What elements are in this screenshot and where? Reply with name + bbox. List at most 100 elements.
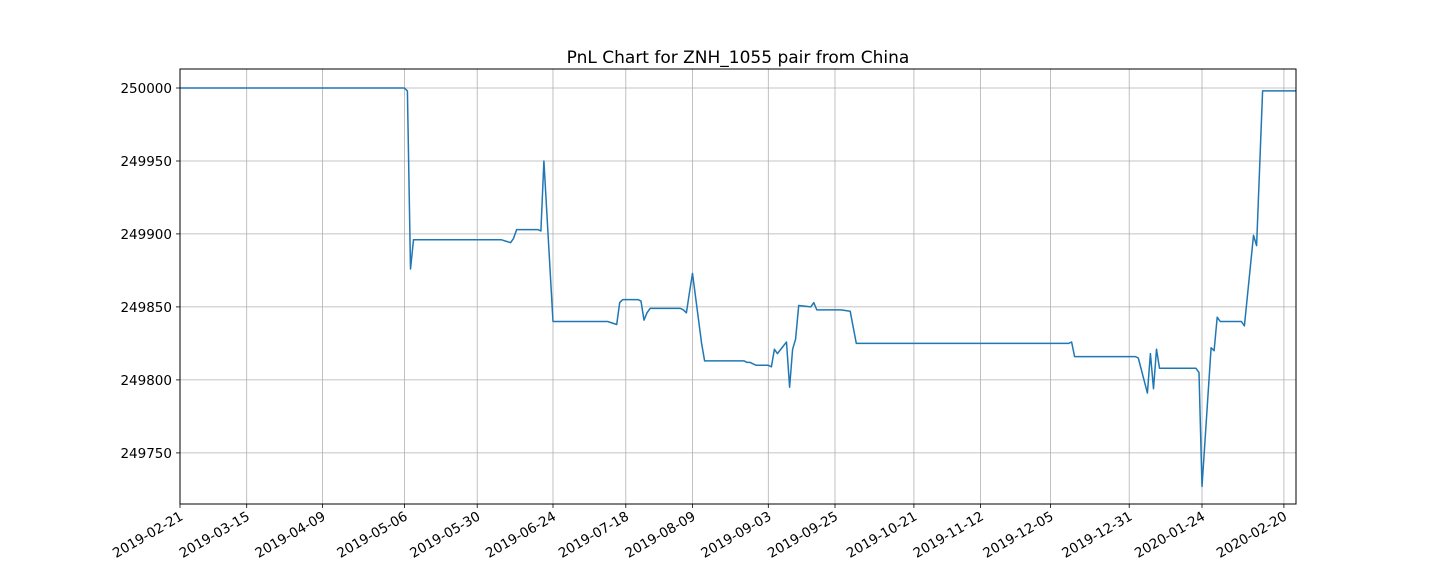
data-point bbox=[679, 307, 681, 309]
data-point bbox=[700, 342, 702, 344]
data-point bbox=[764, 364, 766, 366]
x-tick-label: 2019-04-09 bbox=[253, 509, 329, 562]
data-point bbox=[749, 361, 751, 363]
x-tick-label: 2019-09-25 bbox=[765, 509, 841, 562]
data-point bbox=[688, 291, 690, 293]
data-point bbox=[537, 228, 539, 230]
y-tick-label: 249950 bbox=[120, 154, 172, 170]
data-point bbox=[1152, 388, 1154, 390]
x-tick-label: 2019-09-03 bbox=[698, 509, 774, 562]
y-axis: 249750 249800 249850 249900 249950 250000 bbox=[120, 81, 180, 462]
data-point bbox=[512, 237, 514, 239]
data-point bbox=[770, 366, 772, 368]
x-tick-label: 2019-08-09 bbox=[623, 509, 699, 562]
data-point bbox=[540, 230, 542, 232]
data-point bbox=[776, 352, 778, 354]
data-point bbox=[1137, 357, 1139, 359]
data-point bbox=[643, 319, 645, 321]
data-point bbox=[755, 364, 757, 366]
data-point bbox=[1073, 355, 1075, 357]
data-point bbox=[1258, 167, 1260, 169]
x-tick-label: 2019-05-06 bbox=[334, 509, 410, 562]
data-point bbox=[637, 298, 639, 300]
data-point bbox=[1149, 352, 1151, 354]
data-point bbox=[767, 364, 769, 366]
data-point bbox=[685, 312, 687, 314]
x-tick-label: 2019-02-21 bbox=[110, 509, 186, 562]
data-point bbox=[1195, 367, 1197, 369]
y-tick-label: 249850 bbox=[120, 300, 172, 316]
data-point bbox=[619, 301, 621, 303]
data-point bbox=[403, 87, 405, 89]
data-point bbox=[409, 268, 411, 270]
data-point bbox=[649, 307, 651, 309]
series-line bbox=[180, 87, 1296, 488]
x-tick-label: 2020-02-20 bbox=[1214, 509, 1290, 562]
data-point bbox=[1158, 367, 1160, 369]
data-point bbox=[1210, 347, 1212, 349]
data-point bbox=[1240, 320, 1242, 322]
data-point bbox=[509, 242, 511, 244]
x-tick-label: 2019-05-30 bbox=[407, 509, 483, 562]
series-layer bbox=[180, 87, 1296, 488]
data-point bbox=[606, 320, 608, 322]
data-point bbox=[810, 306, 812, 308]
data-point bbox=[646, 312, 648, 314]
data-point bbox=[622, 298, 624, 300]
data-point bbox=[840, 309, 842, 311]
data-point bbox=[1155, 348, 1157, 350]
data-point bbox=[616, 323, 618, 325]
data-point bbox=[640, 300, 642, 302]
x-tick-label: 2019-07-18 bbox=[556, 509, 632, 562]
data-point bbox=[1198, 371, 1200, 373]
plot-frame bbox=[179, 68, 1297, 505]
data-point bbox=[752, 363, 754, 365]
data-point bbox=[515, 228, 517, 230]
data-point bbox=[552, 320, 554, 322]
data-point bbox=[849, 310, 851, 312]
data-point bbox=[1216, 316, 1218, 318]
y-tick-label: 249750 bbox=[120, 446, 172, 462]
data-point bbox=[855, 342, 857, 344]
data-point bbox=[1146, 392, 1148, 394]
data-point bbox=[1201, 485, 1203, 487]
data-point bbox=[1252, 234, 1254, 236]
data-point bbox=[1261, 90, 1263, 92]
data-point bbox=[682, 309, 684, 311]
data-point bbox=[412, 239, 414, 241]
data-point bbox=[816, 309, 818, 311]
data-point bbox=[1255, 244, 1257, 246]
data-point bbox=[746, 361, 748, 363]
data-point bbox=[794, 338, 796, 340]
x-tick-label: 2019-03-15 bbox=[177, 509, 253, 562]
data-point bbox=[1243, 325, 1245, 327]
grid bbox=[179, 69, 1296, 504]
data-point bbox=[785, 341, 787, 343]
data-point bbox=[1067, 342, 1069, 344]
x-tick-label: 2019-12-31 bbox=[1059, 509, 1135, 562]
y-tick-label: 250000 bbox=[120, 81, 172, 97]
data-point bbox=[406, 90, 408, 92]
x-tick-label: 2020-01-24 bbox=[1132, 509, 1208, 562]
data-point bbox=[791, 348, 793, 350]
data-point bbox=[788, 386, 790, 388]
data-point bbox=[691, 272, 693, 274]
chart-title: PnL Chart for ZNH_1055 pair from China bbox=[567, 48, 910, 68]
data-point bbox=[500, 239, 502, 241]
x-tick-label: 2019-06-24 bbox=[483, 509, 559, 562]
data-point bbox=[1219, 320, 1221, 322]
x-tick-label: 2019-12-05 bbox=[980, 509, 1056, 562]
data-point bbox=[1213, 350, 1215, 352]
x-tick-label: 2019-11-12 bbox=[911, 509, 987, 562]
data-point bbox=[1134, 355, 1136, 357]
y-tick-label: 249800 bbox=[120, 373, 172, 389]
data-point bbox=[703, 360, 705, 362]
data-point bbox=[1070, 341, 1072, 343]
data-point bbox=[743, 360, 745, 362]
data-point bbox=[813, 301, 815, 303]
data-point bbox=[798, 304, 800, 306]
x-tick-label: 2019-10-21 bbox=[844, 509, 920, 562]
